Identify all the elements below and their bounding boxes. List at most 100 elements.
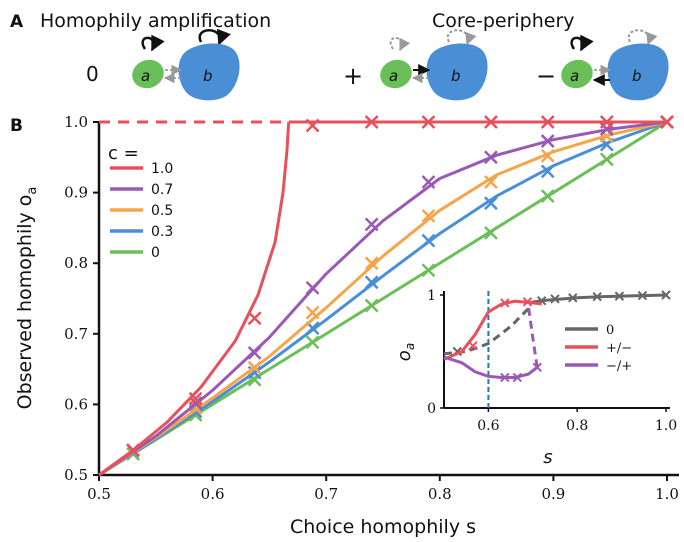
self-loop-a-solid — [570, 34, 594, 52]
node-b-label: b — [451, 67, 461, 85]
data-marker — [188, 391, 203, 406]
inset-data-marker-stroke — [532, 362, 542, 373]
self-loop-b-solid — [198, 28, 231, 46]
inset-x-tick-label: 1.0 — [655, 418, 677, 434]
data-marker-stroke — [599, 152, 614, 167]
node-a-label: a — [389, 67, 398, 85]
data-marker — [188, 396, 203, 410]
data-marker — [660, 115, 674, 129]
inset-data-marker-stroke — [568, 293, 578, 303]
inset-series-solid — [528, 293, 667, 305]
panel-a-title-right: Core-periphery — [432, 10, 575, 32]
legend-label: 0.3 — [151, 224, 173, 240]
data-marker-stroke — [305, 305, 320, 320]
inset-series-solid — [443, 299, 542, 361]
inset-legend-label: 0 — [606, 323, 614, 338]
self-loop-a-dashed — [389, 36, 411, 52]
node-b-label: b — [632, 67, 642, 85]
inset-x-tick-label: 0.8 — [566, 418, 588, 434]
data-marker-stroke — [660, 115, 674, 129]
main-chart: 0.5 0.6 0.7 0.8 0.9 1.0 0.5 0.6 0.7 0.8 0.9 1.0 Choi… — [14, 113, 679, 538]
node-b — [178, 43, 240, 101]
legend-title: c = — [108, 143, 139, 164]
motif-sign-zero: 0 — [86, 62, 99, 86]
data-marker — [540, 115, 555, 129]
series-line — [98, 121, 291, 477]
inset-legend-label: +/− — [606, 341, 632, 356]
inset-x-tick-label: 0.6 — [477, 418, 499, 434]
series-0 — [98, 115, 674, 477]
inset-data-marker — [500, 372, 510, 383]
data-marker-stroke — [364, 217, 379, 232]
inset-data-marker-stroke — [661, 290, 671, 300]
data-marker — [484, 225, 498, 240]
x-tick-label: 0.5 — [87, 485, 111, 503]
data-marker — [484, 115, 498, 129]
data-marker — [364, 217, 379, 232]
inset-data-marker — [568, 293, 578, 303]
node-a — [380, 59, 412, 89]
inset-data-marker — [512, 372, 522, 383]
inset-y-axis-label-subscript: a — [403, 343, 417, 350]
inset-data-marker-stroke — [592, 291, 602, 302]
data-marker — [364, 256, 379, 271]
data-marker-stroke — [188, 391, 203, 406]
data-marker — [247, 345, 262, 360]
inset-data-marker-stroke — [468, 341, 478, 351]
legend-label: 1.0 — [151, 161, 173, 177]
inset-background — [434, 288, 674, 446]
inset-data-marker — [661, 290, 671, 300]
inset-data-marker-stroke — [500, 298, 510, 308]
inset-data-marker-stroke — [637, 290, 648, 301]
motif-minus: a b — [561, 29, 669, 101]
data-marker-stroke — [599, 115, 614, 129]
data-marker — [540, 149, 555, 163]
motif-zero: a b — [132, 28, 240, 101]
data-marker — [364, 275, 379, 290]
data-marker — [364, 298, 379, 313]
data-marker-stroke — [484, 175, 498, 189]
y-tick-label: 0.5 — [64, 466, 88, 484]
legend-label: 0.7 — [151, 182, 173, 198]
inset-y-tick-label: 1 — [427, 288, 436, 304]
data-marker-stroke — [484, 115, 498, 129]
data-marker — [247, 360, 262, 375]
y-axis-label: Observed homophily oa — [14, 187, 40, 410]
main-legend: c = 1.0 0.7 0.5 0.3 0 — [108, 143, 173, 261]
data-marker — [421, 263, 436, 278]
data-marker — [540, 189, 555, 204]
inset-series-1 — [443, 297, 542, 361]
panel-a-title-left: Homophily amplification — [40, 10, 271, 32]
data-marker-stroke — [540, 134, 555, 148]
motif-plus: a b — [380, 29, 488, 101]
inset-data-marker — [614, 291, 625, 301]
data-marker-stroke — [247, 311, 262, 326]
data-marker-stroke — [247, 360, 262, 375]
data-marker — [540, 134, 555, 148]
inset-y-tick-label: 0 — [427, 401, 436, 417]
inset-series-dashed — [526, 306, 539, 368]
inset-series-solid — [443, 355, 539, 379]
node-a-label: a — [141, 67, 150, 85]
data-marker-stroke — [364, 256, 379, 271]
inset-data-marker-stroke — [512, 372, 522, 383]
node-a — [561, 59, 593, 89]
data-marker — [305, 305, 320, 320]
x-tick-label: 0.7 — [314, 485, 338, 503]
inset-legend-label: −/+ — [606, 359, 632, 374]
inset-data-marker-stroke — [550, 294, 560, 304]
data-marker — [305, 335, 320, 350]
node-b — [607, 43, 669, 101]
self-loop-b-dashed — [627, 29, 658, 46]
inset-data-marker — [550, 294, 560, 304]
motif-sign-plus: + — [343, 62, 363, 90]
data-marker-stroke — [484, 225, 498, 240]
data-marker-stroke — [364, 298, 379, 313]
data-marker-stroke — [484, 196, 498, 211]
y-tick-label: 1.0 — [64, 113, 88, 131]
x-tick-label: 0.8 — [428, 485, 452, 503]
data-marker-stroke — [126, 443, 140, 458]
data-marker — [599, 115, 614, 129]
